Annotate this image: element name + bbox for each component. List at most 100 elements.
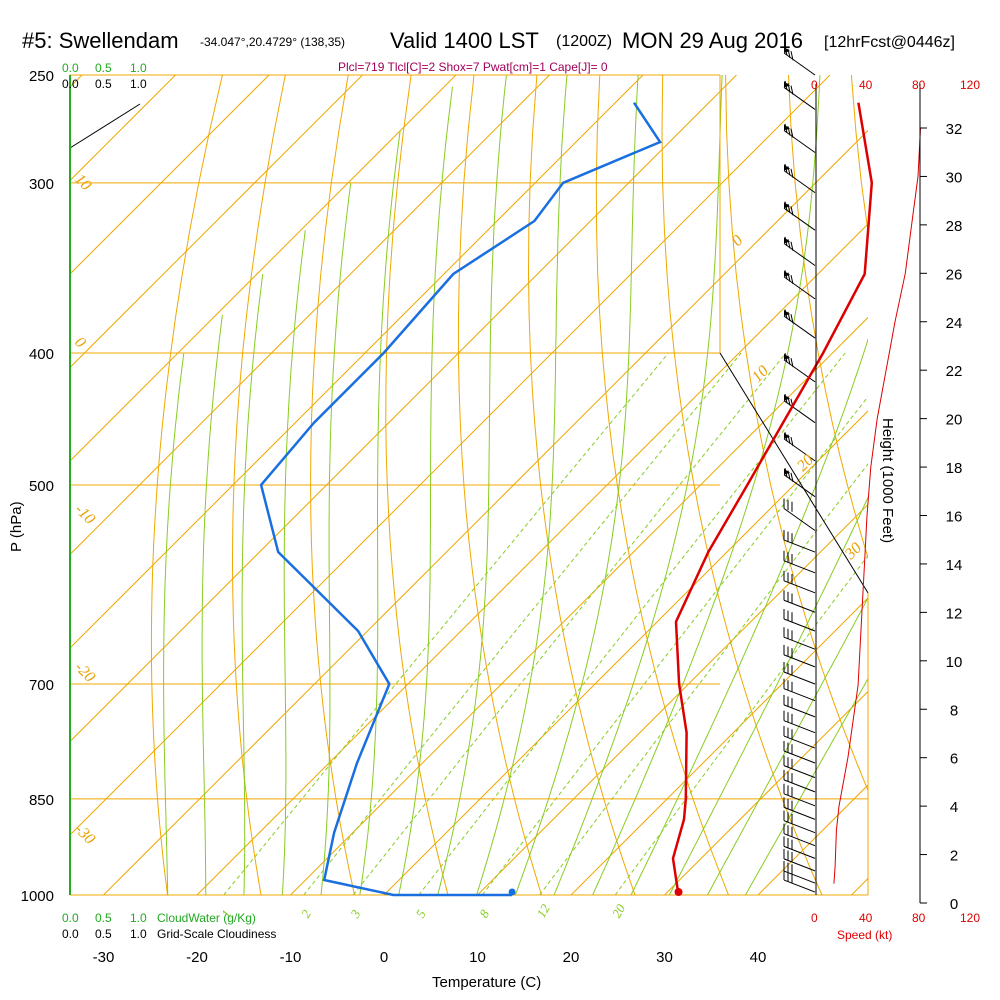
height-tick-label: 22 [946, 363, 963, 380]
moist-adiabat [437, 75, 507, 895]
moist-adiabat [320, 182, 352, 895]
wind-barb-feather [787, 83, 791, 93]
wind-barb [783, 130, 816, 153]
wind-barb-feather [784, 432, 788, 442]
temp-tick-label: 0 [380, 949, 388, 966]
wind-barb-feather [790, 274, 794, 285]
wind-barb [783, 474, 816, 498]
pressure-tick-label: 700 [29, 677, 54, 694]
mixing-ratio-label: 3 [347, 907, 364, 921]
tropopause-line [719, 352, 869, 594]
station-coords: -34.047°,20.4729° (138,35) [200, 35, 345, 49]
isotherm-line [570, 597, 868, 895]
wind-barb-feather [790, 436, 794, 447]
isotherm-label: 20 [794, 451, 817, 474]
wind-barb-feather [784, 270, 788, 280]
pressure-tick-label: 500 [29, 478, 54, 495]
height-tick-label: 12 [946, 605, 963, 622]
moist-adiabat [514, 75, 639, 895]
wind-barb-feather [790, 128, 794, 138]
wind-barb-feather [790, 85, 794, 95]
moist-adiabat [163, 352, 185, 895]
left-isotherm-label: -20 [71, 659, 98, 686]
pressure-tick-label: 300 [29, 176, 54, 193]
wind-barb-feather [790, 168, 794, 178]
speed-tick-bottom-2: 80 [912, 911, 926, 925]
dry-adiabat [914, 75, 1000, 924]
wind-barb [783, 170, 816, 194]
height-tick-label: 8 [950, 702, 958, 719]
left-isotherm-label: -10 [71, 501, 98, 528]
wind-barb [783, 438, 816, 462]
height-tick-label: 6 [950, 751, 958, 768]
speed-tick-top-0: 0 [811, 78, 818, 92]
cloud-water-tick-bottom-2: 1.0 [130, 911, 147, 925]
sounding-series [259, 102, 874, 897]
cloud-cover-label: Grid-Scale Cloudiness [157, 927, 276, 941]
height-tick-label: 26 [946, 266, 963, 283]
wind-speed-line [833, 127, 921, 884]
wind-barb [783, 820, 816, 834]
wind-barb-feather [790, 51, 794, 61]
speed-tick-top-2: 80 [912, 78, 926, 92]
speed-tick-top-3: 120 [960, 78, 980, 92]
wind-barb-feather [787, 396, 791, 406]
wind-barb [783, 654, 816, 668]
wind-barb-feather [787, 166, 791, 176]
cloud-water-label: CloudWater (g/Kg) [157, 911, 256, 925]
dry-adiabat [977, 75, 1000, 924]
top-left-line [69, 103, 141, 149]
wind-barb-feather [787, 203, 791, 214]
height-tick-label: 4 [950, 799, 958, 816]
temp-tick-label: -20 [186, 949, 208, 966]
height-tick-label: 30 [946, 169, 963, 186]
stability-indices: Plcl=719 Tlcl[C]=2 Shox=7 Pwat[cm]=1 Cap… [338, 60, 608, 74]
wind-barb [783, 879, 816, 893]
wind-barb [783, 508, 816, 531]
moist-adiabat [398, 86, 453, 895]
moist-adiabat [201, 314, 223, 895]
left-isotherm-label: 0 [71, 334, 89, 352]
height-tick-label: 24 [946, 315, 963, 332]
wind-barb-feather [784, 201, 788, 211]
cloud-water-tick-top-0: 0.0 [62, 61, 79, 75]
isotherm-line [664, 690, 868, 895]
wind-barb [783, 207, 816, 231]
pressure-tick-label: 850 [29, 792, 54, 809]
cloud-water-tick-top-2: 1.0 [130, 61, 147, 75]
height-tick-label: 14 [946, 557, 963, 574]
mixing-ratio-line [352, 352, 787, 895]
wind-barb [783, 779, 816, 793]
wind-barb [783, 671, 816, 685]
wind-barb-feather [784, 163, 788, 174]
valid-date: MON 29 Aug 2016 [622, 28, 803, 53]
wind-barb [783, 845, 816, 859]
wind-barb-feather [787, 126, 791, 136]
pressure-tick-label: 400 [29, 346, 54, 363]
cloud-water-tick-bottom-0: 0.0 [62, 911, 79, 925]
wind-barb [783, 870, 816, 884]
moist-adiabat [744, 677, 868, 895]
wind-barb [783, 243, 816, 266]
speed-label: Speed (kt) [837, 928, 892, 942]
pressure-tick-label: 250 [29, 68, 54, 85]
mixing-ratio-line [614, 554, 868, 895]
wind-barb-feather [787, 470, 791, 480]
moist-adiabat [359, 131, 401, 895]
moist-adiabat [668, 496, 868, 895]
left-isotherm-label: -30 [71, 821, 98, 848]
wind-speed-profile [815, 84, 921, 895]
dry-adiabat [385, 75, 449, 895]
isotherm-label: 0 [729, 232, 747, 250]
wind-barb-feather [784, 80, 788, 90]
dry-adiabat [231, 75, 286, 895]
wind-barb [783, 52, 816, 76]
mixing-ratio-label: 2 [298, 907, 314, 921]
dry-adiabat [850, 75, 868, 235]
zulu-time: (1200Z) [556, 33, 612, 50]
wind-barb-feather [787, 355, 791, 365]
isotherm-label: 10 [749, 362, 772, 385]
cloud-cover-tick-top-0: 0.0 [62, 77, 79, 91]
wind-barb [783, 599, 816, 613]
wind-barb-feather [784, 123, 788, 134]
